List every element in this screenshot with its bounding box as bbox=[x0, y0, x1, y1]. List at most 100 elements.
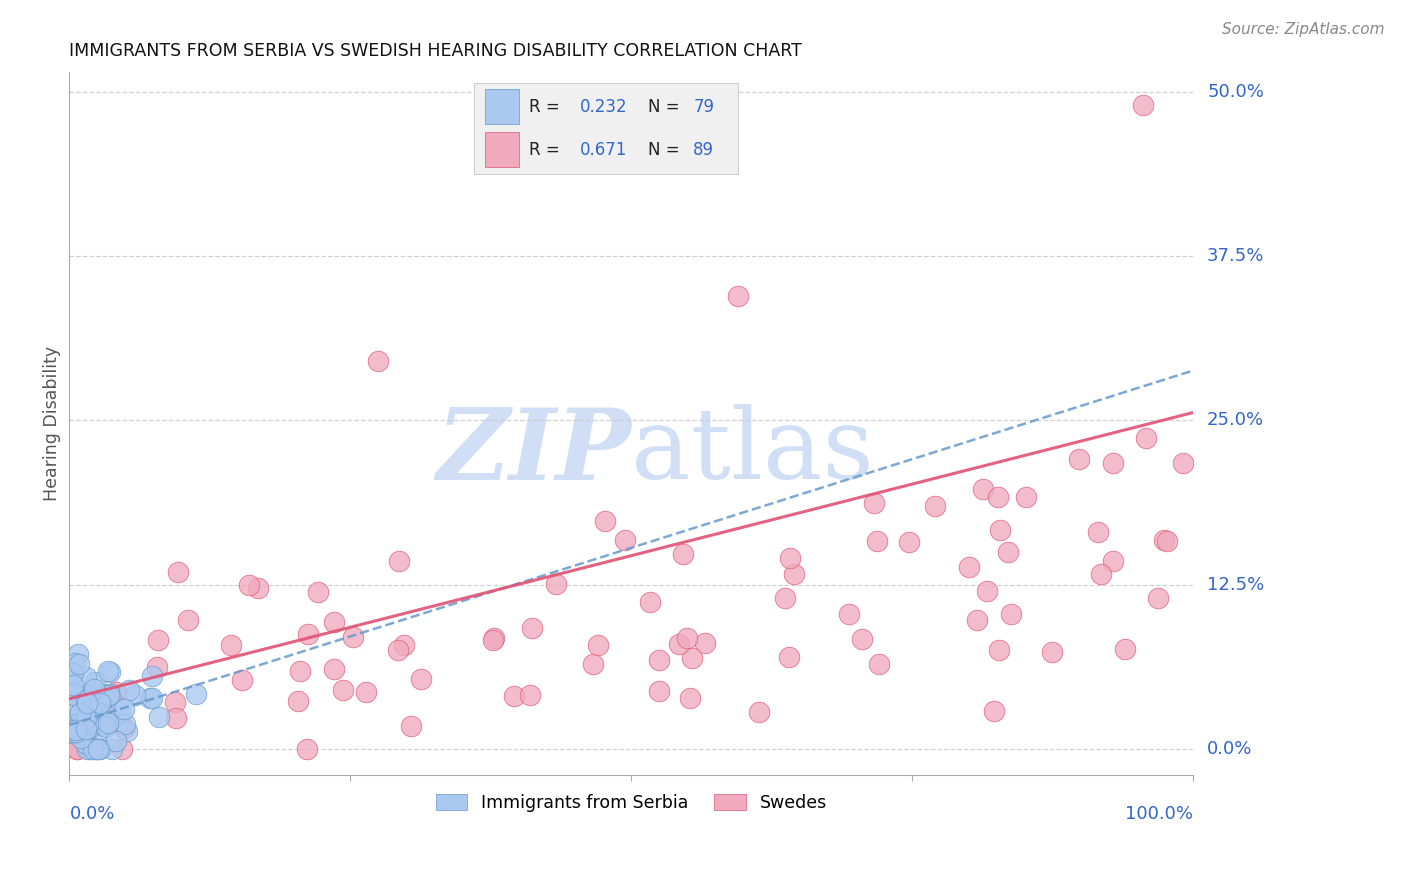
Point bbox=[409, 673, 432, 687]
Point bbox=[778, 650, 800, 665]
Point bbox=[783, 566, 806, 581]
Point bbox=[73, 727, 96, 741]
Point bbox=[86, 705, 108, 719]
Point bbox=[77, 723, 100, 737]
Point bbox=[100, 665, 122, 679]
Point bbox=[638, 595, 661, 609]
Text: 50.0%: 50.0% bbox=[1208, 83, 1264, 101]
Point bbox=[177, 613, 200, 627]
Point bbox=[675, 631, 697, 645]
Point bbox=[693, 636, 716, 650]
Point bbox=[62, 678, 84, 692]
Point bbox=[184, 687, 207, 701]
Point bbox=[73, 706, 96, 720]
Point bbox=[287, 694, 309, 708]
Point bbox=[672, 547, 695, 561]
Text: 12.5%: 12.5% bbox=[1208, 575, 1264, 593]
Point bbox=[997, 545, 1019, 559]
Point bbox=[65, 724, 87, 739]
Point bbox=[59, 718, 82, 732]
Point bbox=[679, 690, 702, 705]
Point bbox=[70, 722, 93, 736]
Point bbox=[75, 711, 97, 725]
Point bbox=[1087, 524, 1109, 539]
Point bbox=[727, 288, 749, 302]
Point bbox=[1069, 451, 1091, 466]
Point bbox=[924, 500, 946, 514]
Point bbox=[76, 730, 98, 744]
Point bbox=[613, 533, 636, 548]
Point bbox=[502, 690, 524, 704]
Point bbox=[593, 514, 616, 528]
Point bbox=[988, 523, 1011, 537]
Point bbox=[66, 718, 89, 732]
Point bbox=[387, 642, 409, 657]
Point bbox=[79, 741, 101, 756]
Point bbox=[868, 657, 890, 671]
Point bbox=[367, 354, 389, 368]
Point bbox=[73, 724, 96, 739]
Point bbox=[866, 534, 889, 549]
Point bbox=[987, 490, 1010, 504]
Point bbox=[231, 673, 253, 687]
Point bbox=[972, 482, 994, 496]
Point bbox=[65, 723, 87, 738]
Point bbox=[93, 687, 115, 701]
Point bbox=[118, 683, 141, 698]
Point bbox=[246, 581, 269, 595]
Point bbox=[544, 577, 567, 591]
Point bbox=[139, 691, 162, 706]
Text: IMMIGRANTS FROM SERBIA VS SWEDISH HEARING DISABILITY CORRELATION CHART: IMMIGRANTS FROM SERBIA VS SWEDISH HEARIN… bbox=[69, 42, 803, 60]
Point bbox=[79, 715, 101, 730]
Text: atlas: atlas bbox=[631, 404, 875, 500]
Point bbox=[93, 699, 115, 714]
Point bbox=[69, 706, 91, 721]
Point bbox=[399, 719, 422, 733]
Point bbox=[586, 638, 609, 652]
Point bbox=[66, 741, 89, 756]
Point bbox=[148, 709, 170, 723]
Point bbox=[307, 584, 329, 599]
Point bbox=[219, 638, 242, 652]
Point bbox=[112, 721, 135, 735]
Point bbox=[59, 725, 82, 739]
Point bbox=[388, 554, 411, 568]
Point bbox=[67, 697, 90, 711]
Point bbox=[84, 730, 107, 744]
Point bbox=[60, 697, 83, 711]
Point bbox=[290, 664, 312, 678]
Text: 100.0%: 100.0% bbox=[1125, 805, 1194, 823]
Point bbox=[84, 741, 107, 756]
Point bbox=[75, 670, 97, 684]
Point bbox=[163, 696, 186, 710]
Point bbox=[79, 703, 101, 717]
Point bbox=[582, 657, 605, 672]
Point bbox=[1153, 533, 1175, 548]
Point bbox=[519, 689, 541, 703]
Point bbox=[100, 741, 122, 756]
Point bbox=[748, 705, 770, 719]
Point bbox=[354, 685, 377, 699]
Point bbox=[110, 704, 132, 718]
Point bbox=[75, 693, 97, 707]
Text: Source: ZipAtlas.com: Source: ZipAtlas.com bbox=[1222, 22, 1385, 37]
Point bbox=[117, 723, 139, 738]
Point bbox=[1135, 431, 1157, 445]
Point bbox=[141, 691, 163, 706]
Point bbox=[1042, 645, 1064, 659]
Point bbox=[82, 741, 104, 756]
Point bbox=[966, 613, 988, 627]
Point bbox=[65, 723, 87, 738]
Legend: Immigrants from Serbia, Swedes: Immigrants from Serbia, Swedes bbox=[429, 787, 834, 819]
Point bbox=[63, 688, 86, 702]
Text: ZIP: ZIP bbox=[436, 403, 631, 500]
Point bbox=[60, 703, 83, 717]
Point bbox=[112, 701, 135, 715]
Point bbox=[668, 637, 690, 651]
Point bbox=[482, 633, 505, 648]
Point bbox=[1156, 534, 1178, 549]
Point bbox=[90, 690, 112, 704]
Point bbox=[1114, 641, 1136, 656]
Point bbox=[75, 722, 97, 736]
Point bbox=[987, 643, 1010, 657]
